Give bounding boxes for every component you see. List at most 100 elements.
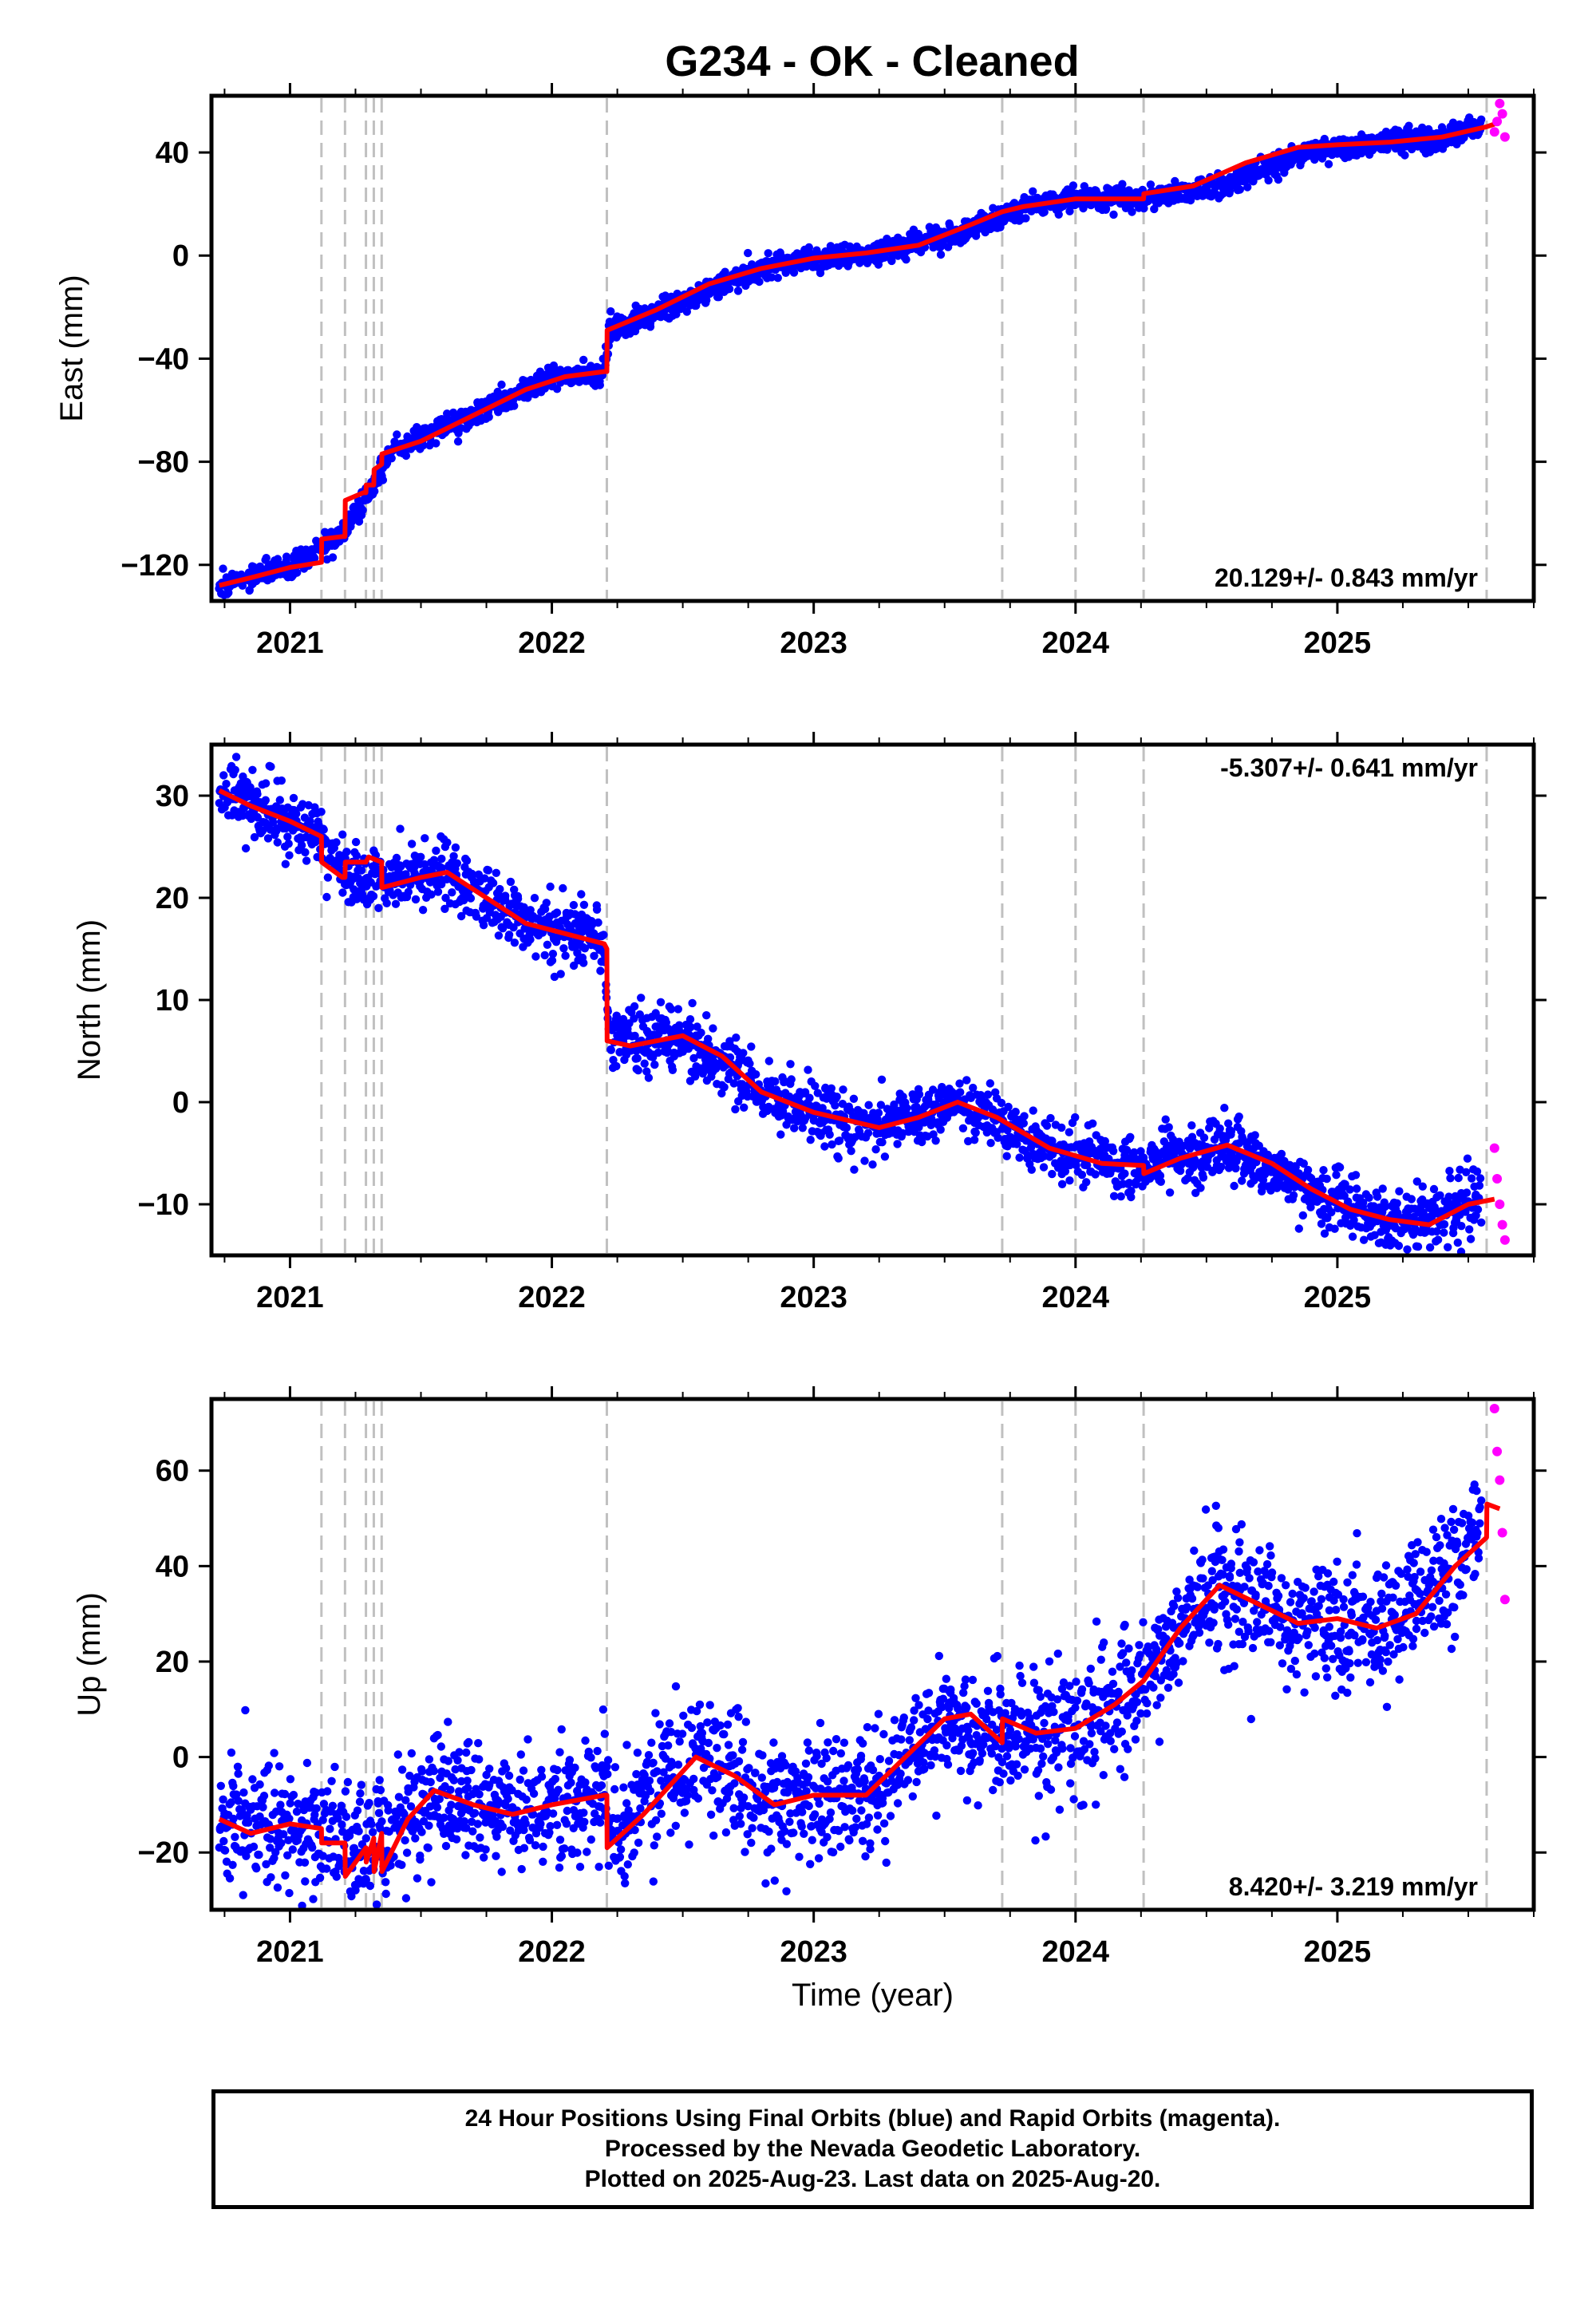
north-final-orbit-point xyxy=(261,779,271,788)
north-final-orbit-point xyxy=(437,864,446,873)
north-final-orbit-point xyxy=(811,1081,820,1091)
east-final-orbit-point xyxy=(224,588,233,597)
north-final-orbit-point xyxy=(1048,1169,1057,1179)
north-final-orbit-point xyxy=(668,1065,678,1075)
up-final-orbit-point xyxy=(255,1780,264,1789)
north-rapid-orbit-point xyxy=(1497,1219,1507,1230)
north-final-orbit-point xyxy=(579,958,588,967)
east-final-orbit-point xyxy=(902,255,911,264)
east-final-orbit-point xyxy=(714,293,723,302)
north-final-orbit-point xyxy=(1454,1173,1463,1183)
north-final-orbit-point xyxy=(261,796,270,804)
east-final-orbit-point xyxy=(1118,180,1127,188)
north-final-orbit-point xyxy=(283,832,292,841)
up-final-orbit-point xyxy=(417,1767,427,1776)
north-final-orbit-point xyxy=(1015,1153,1024,1162)
up-final-orbit-point xyxy=(281,1871,290,1880)
north-final-orbit-point xyxy=(1294,1224,1304,1233)
north-final-orbit-point xyxy=(1365,1193,1373,1203)
north-final-orbit-point xyxy=(1298,1211,1308,1220)
up-final-orbit-point xyxy=(330,1762,339,1772)
east-final-orbit-point xyxy=(370,487,379,496)
north-final-orbit-point xyxy=(1289,1191,1298,1200)
north-final-orbit-point xyxy=(782,1120,791,1129)
north-final-orbit-point xyxy=(561,951,570,960)
north-final-orbit-point xyxy=(962,1076,971,1085)
north-final-orbit-point xyxy=(579,900,589,910)
north-final-orbit-point xyxy=(634,1066,642,1075)
up-final-orbit-point xyxy=(216,1781,225,1790)
up-final-orbit-point xyxy=(376,1785,385,1795)
north-final-orbit-point xyxy=(642,1067,651,1076)
north-final-orbit-point xyxy=(1057,1123,1066,1132)
east-final-orbit-point xyxy=(552,385,562,393)
north-final-orbit-point xyxy=(513,894,523,903)
north-data-layer xyxy=(215,753,1510,1255)
north-final-orbit-point xyxy=(1407,1195,1416,1203)
north-final-orbit-point xyxy=(1332,1171,1341,1180)
north-x-tick-label: 2021 xyxy=(256,1281,324,1314)
north-final-orbit-point xyxy=(745,1059,754,1069)
north-final-orbit-point xyxy=(1057,1180,1067,1189)
north-final-orbit-point xyxy=(720,1083,729,1092)
east-final-orbit-point xyxy=(894,251,903,260)
east-final-orbit-point xyxy=(764,249,772,258)
north-final-orbit-point xyxy=(893,1140,902,1148)
north-final-orbit-point xyxy=(462,856,472,865)
north-final-orbit-point xyxy=(281,860,290,868)
north-final-orbit-point xyxy=(1394,1241,1404,1251)
north-final-orbit-point xyxy=(650,1060,659,1069)
north-final-orbit-point xyxy=(267,762,275,771)
north-final-orbit-point xyxy=(915,1090,924,1099)
north-rapid-orbit-point xyxy=(1495,1199,1505,1209)
north-final-orbit-point xyxy=(747,1042,756,1051)
up-final-orbit-point xyxy=(288,1845,297,1854)
east-rapid-orbit-point xyxy=(1497,109,1507,119)
north-final-orbit-point xyxy=(1352,1184,1361,1193)
north-final-orbit-point xyxy=(1039,1163,1049,1172)
north-final-orbit-point xyxy=(382,899,391,908)
north-final-orbit-point xyxy=(1348,1232,1357,1241)
north-final-orbit-point xyxy=(970,1136,979,1144)
north-final-orbit-point xyxy=(1425,1243,1435,1252)
north-final-orbit-point xyxy=(1196,1184,1205,1192)
up-final-orbit-point xyxy=(444,1717,452,1726)
north-final-orbit-point xyxy=(456,911,466,921)
up-final-orbit-point xyxy=(359,1915,367,1923)
north-final-orbit-point xyxy=(548,950,558,958)
east-final-orbit-point xyxy=(1040,207,1049,216)
north-final-orbit-point xyxy=(827,1084,836,1093)
up-final-orbit-point xyxy=(252,1864,261,1873)
east-rapid-orbit-point xyxy=(1492,117,1503,127)
up-final-orbit-point xyxy=(220,1846,230,1855)
north-final-orbit-point xyxy=(685,1015,695,1024)
north-final-orbit-point xyxy=(849,1094,859,1104)
north-y-axis-label: North (mm) xyxy=(72,919,107,1081)
north-final-orbit-point xyxy=(842,1123,851,1132)
north-final-orbit-point xyxy=(880,1152,890,1161)
north-y-tick-label: 30 xyxy=(156,780,189,813)
north-final-orbit-point xyxy=(787,1075,796,1084)
east-final-orbit-point xyxy=(1264,176,1273,185)
up-final-orbit-point xyxy=(309,1895,318,1903)
north-final-orbit-point xyxy=(1476,1174,1485,1183)
north-final-orbit-point xyxy=(800,1088,810,1097)
east-final-orbit-point xyxy=(1146,180,1156,189)
north-final-orbit-point xyxy=(479,904,488,913)
north-rapid-orbit-point xyxy=(1492,1174,1503,1184)
north-final-orbit-point xyxy=(547,956,557,965)
north-final-orbit-point xyxy=(501,891,510,900)
up-final-orbit-point xyxy=(248,1775,257,1784)
north-final-orbit-point xyxy=(510,939,519,947)
up-final-orbit-point xyxy=(308,1843,317,1852)
north-final-orbit-point xyxy=(609,1056,618,1065)
north-final-orbit-point xyxy=(1335,1163,1345,1172)
north-final-orbit-point xyxy=(1082,1178,1091,1187)
east-x-tick-label: 2024 xyxy=(1042,626,1110,660)
north-final-orbit-point xyxy=(786,1060,795,1069)
north-final-orbit-point xyxy=(764,1057,773,1065)
north-final-orbit-point xyxy=(790,1124,799,1132)
north-final-orbit-point xyxy=(871,1145,880,1154)
north-final-orbit-point xyxy=(606,1045,615,1054)
north-final-orbit-point xyxy=(472,912,481,921)
